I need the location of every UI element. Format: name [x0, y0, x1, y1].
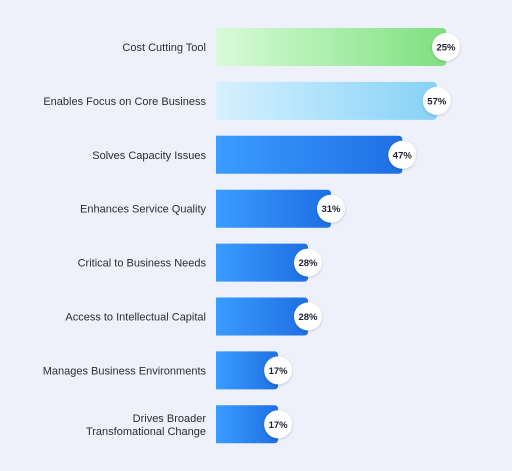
value-label-2: 57%: [427, 96, 447, 107]
bar-8: [216, 405, 279, 444]
value-label-4: 31%: [321, 204, 341, 215]
category-label-6: Access to Intellectual Capital: [65, 312, 206, 324]
value-bubble-1: [432, 33, 460, 61]
value-bubble-4: [317, 194, 345, 223]
bar-3: [216, 135, 403, 174]
category-label-8: Drives Broader Transfomational Change: [86, 413, 206, 438]
value-bubble-6: [294, 302, 322, 331]
bar-6: [216, 297, 308, 336]
category-label-4: Enhances Service Quality: [80, 204, 206, 216]
value-label-7: 17%: [269, 366, 289, 377]
value-label-5: 28%: [298, 258, 318, 269]
value-bubble-3: [388, 140, 417, 169]
value-bubble-8: [264, 410, 293, 439]
bar-2: [216, 81, 437, 120]
value-label-8: 17%: [269, 420, 289, 431]
category-label-5: Critical to Business Needs: [78, 258, 207, 270]
value-bubble-7: [264, 356, 293, 385]
bar-5: [216, 243, 308, 282]
category-label-2: Enables Focus on Core Business: [43, 96, 206, 108]
category-label-1: Cost Cutting Tool: [122, 42, 206, 54]
category-label-7: Manages Business Environments: [43, 365, 207, 377]
category-label-3: Solves Capacity Issues: [92, 150, 206, 162]
value-label-1: 25%: [436, 43, 456, 54]
value-label-6: 28%: [298, 312, 318, 323]
bar-1: [216, 28, 446, 66]
value-bubble-2: [422, 86, 451, 115]
bar-7: [216, 351, 279, 390]
value-label-3: 47%: [393, 150, 413, 161]
bar-4: [216, 189, 331, 228]
value-bubble-5: [294, 248, 322, 277]
